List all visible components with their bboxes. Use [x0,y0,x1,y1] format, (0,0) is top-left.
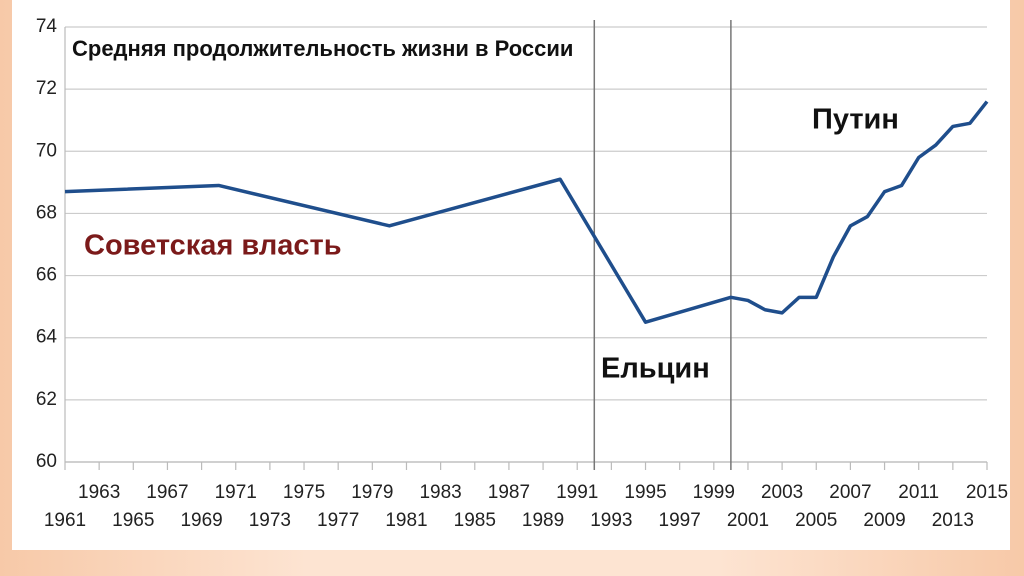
y-tick-label: 72 [36,78,57,99]
x-tick-label: 1967 [146,482,188,503]
x-tick-label: 1963 [78,482,120,503]
chart-title: Средняя продолжительность жизни в России [72,36,573,61]
annotation: Путин [812,104,899,136]
x-tick-label: 1997 [659,510,701,531]
x-tick-label: 1977 [317,510,359,531]
x-tick-label: 1965 [112,510,154,531]
x-tick-label: 2001 [727,510,769,531]
line [64,100,989,324]
y-tick-label: 66 [36,265,57,286]
x-tick-label: 1983 [419,482,461,503]
x-tick-label: 1993 [590,510,632,531]
y-tick-label: 68 [36,202,57,223]
x-tick-label: 2013 [932,510,974,531]
x-tick-label: 2003 [761,482,803,503]
y-tick-label: 60 [36,451,57,472]
y-tick-label: 62 [36,389,57,410]
x-tick-label: 1987 [488,482,530,503]
x-tick-label: 1979 [351,482,393,503]
x-tick-label: 2011 [898,482,939,503]
annotation: Ельцин [601,353,710,385]
x-tick-label: 2015 [966,482,1008,503]
x-tick-label: 1989 [522,510,564,531]
y-tick-label: 74 [36,16,58,37]
x-tick-label: 1975 [283,482,325,503]
x-tick-label: 1969 [180,510,222,531]
annotation: Советская власть [84,230,342,262]
x-tick-label: 2009 [863,510,905,531]
y-tick-label: 70 [36,140,57,161]
x-tick-label: 1991 [556,482,598,503]
x-tick-label: 1999 [693,482,735,503]
x-tick-label: 1985 [454,510,496,531]
x-tick-label: 1961 [44,510,86,531]
x-tick-label: 1981 [385,510,427,531]
x-tick-label: 2005 [795,510,837,531]
x-tick-label: 1973 [249,510,291,531]
x-tick-label: 2007 [829,482,871,503]
y-tick-label: 64 [36,327,58,348]
x-tick-label: 1995 [624,482,666,503]
x-tick-label: 1971 [215,482,257,503]
